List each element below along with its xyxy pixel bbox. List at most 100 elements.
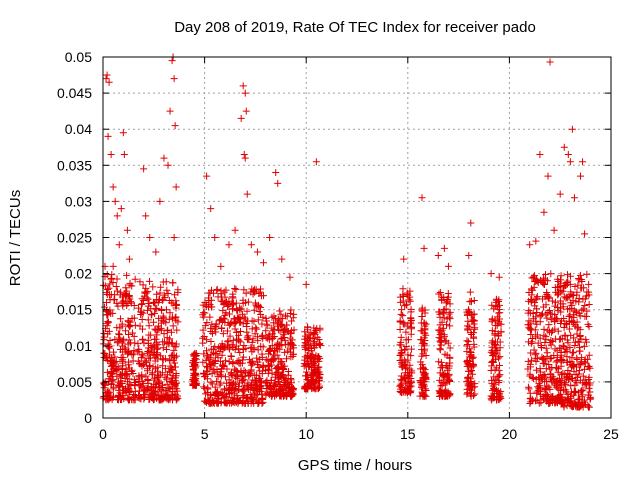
data-point <box>143 306 151 314</box>
data-point <box>265 332 273 340</box>
data-point <box>108 361 116 369</box>
data-point <box>125 364 133 372</box>
data-point <box>467 297 475 305</box>
data-point <box>578 278 586 286</box>
data-points <box>99 53 595 411</box>
data-point <box>538 279 546 287</box>
data-point <box>105 327 113 335</box>
data-point <box>221 311 229 319</box>
data-point <box>406 297 414 305</box>
data-point <box>122 385 130 393</box>
data-point <box>271 326 279 334</box>
data-point <box>157 386 165 394</box>
data-point <box>170 75 178 83</box>
data-point <box>212 389 220 397</box>
data-point <box>464 317 472 325</box>
data-point <box>124 394 132 402</box>
data-point <box>216 357 224 365</box>
data-point <box>109 262 117 270</box>
data-point <box>310 324 318 332</box>
data-point <box>241 154 249 162</box>
data-point <box>408 323 416 331</box>
data-point <box>118 320 126 328</box>
data-point <box>576 271 584 279</box>
data-point <box>212 328 220 336</box>
data-point <box>418 313 426 321</box>
data-point <box>131 275 139 283</box>
data-point <box>491 331 499 339</box>
data-point <box>436 345 444 353</box>
data-point <box>417 358 425 366</box>
data-point <box>586 364 594 372</box>
data-point <box>271 381 279 389</box>
data-point <box>282 375 290 383</box>
data-point <box>102 396 110 404</box>
data-point <box>418 336 426 344</box>
data-point <box>251 285 259 293</box>
data-point <box>543 314 551 322</box>
data-point <box>547 270 555 278</box>
data-point <box>575 298 583 306</box>
data-point <box>286 387 294 395</box>
data-point <box>405 296 413 304</box>
data-point <box>142 212 150 220</box>
data-point <box>250 306 258 314</box>
data-point <box>585 373 593 381</box>
data-point <box>564 271 572 279</box>
data-point <box>290 310 298 318</box>
data-point <box>255 363 263 371</box>
data-point <box>466 348 474 356</box>
data-point <box>406 387 414 395</box>
data-point <box>189 363 197 371</box>
data-point <box>586 381 594 389</box>
data-point <box>219 307 227 315</box>
y-tick-label: 0.025 <box>57 230 92 246</box>
data-point <box>576 366 584 374</box>
data-point <box>564 370 572 378</box>
data-point <box>171 359 179 367</box>
data-point <box>280 366 288 374</box>
data-point <box>580 365 588 373</box>
data-point <box>167 364 175 372</box>
data-point <box>446 315 454 323</box>
data-point <box>200 333 208 341</box>
data-point <box>122 284 130 292</box>
data-point <box>443 298 451 306</box>
data-point <box>418 339 426 347</box>
y-tick-label: 0.01 <box>65 338 92 354</box>
data-point <box>208 296 216 304</box>
y-tick-label: 0.04 <box>65 121 92 137</box>
data-point <box>219 330 227 338</box>
data-point <box>316 339 324 347</box>
data-point <box>404 336 412 344</box>
data-point <box>559 287 567 295</box>
data-point <box>200 370 208 378</box>
data-point <box>262 378 270 386</box>
data-point <box>137 308 145 316</box>
data-point <box>439 370 447 378</box>
data-point <box>407 382 415 390</box>
data-point <box>259 331 267 339</box>
data-point <box>443 321 451 329</box>
data-point <box>243 333 251 341</box>
data-point <box>553 383 561 391</box>
data-point <box>553 353 561 361</box>
data-point <box>408 369 416 377</box>
data-point <box>125 255 133 263</box>
data-point <box>276 307 284 315</box>
data-point <box>277 389 285 397</box>
data-point <box>573 324 581 332</box>
data-point <box>495 317 503 325</box>
data-point <box>546 310 554 318</box>
data-point <box>137 354 145 362</box>
data-point <box>442 386 450 394</box>
data-point <box>439 309 447 317</box>
data-point <box>112 283 120 291</box>
data-point <box>228 380 236 388</box>
data-point <box>420 370 428 378</box>
data-point <box>442 299 450 307</box>
data-point <box>493 346 501 354</box>
data-point <box>239 373 247 381</box>
data-point <box>108 377 116 385</box>
data-point <box>489 358 497 366</box>
